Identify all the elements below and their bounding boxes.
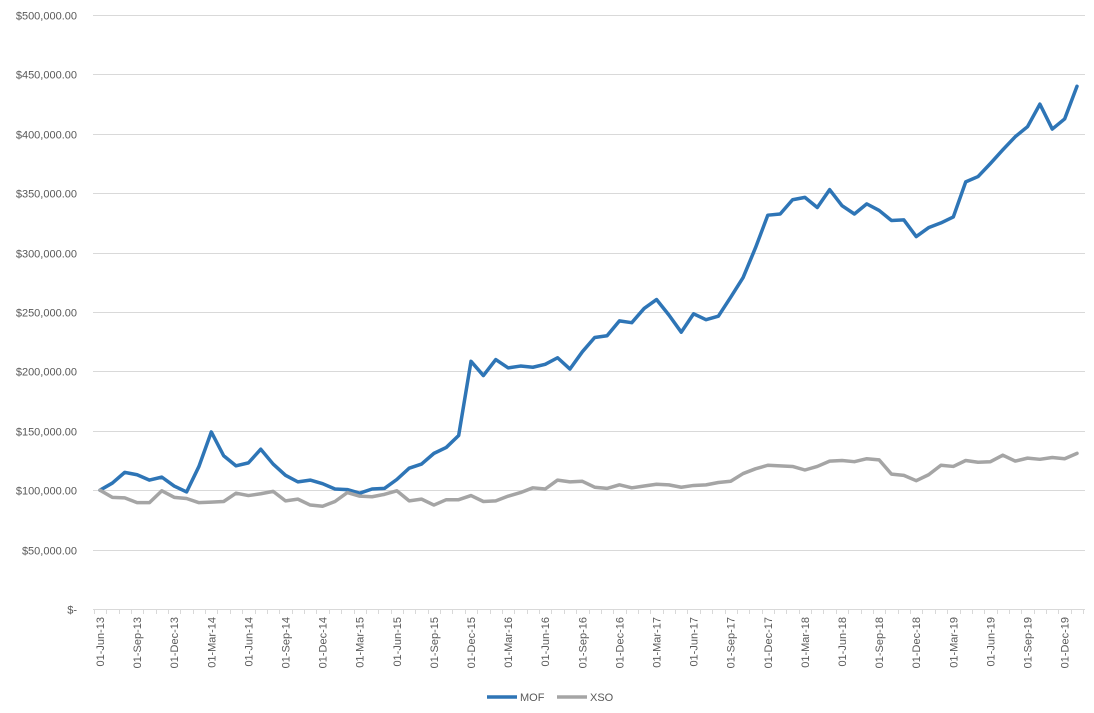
y-tick-label: $50,000.00 — [22, 546, 77, 558]
x-tick-label: 01-Jun-14 — [243, 617, 255, 667]
x-tick-label: 01-Dec-15 — [466, 617, 478, 668]
legend: MOF XSO — [487, 692, 614, 704]
series-lines — [98, 84, 1079, 508]
x-tick-label: 01-Mar-19 — [948, 617, 960, 668]
x-tick-label: 01-Dec-19 — [1060, 617, 1072, 668]
legend-item-mof: MOF — [487, 692, 545, 704]
legend-label: MOF — [520, 692, 545, 704]
series-line-mof — [98, 84, 1079, 495]
x-tick-label: 01-Mar-16 — [503, 617, 515, 668]
x-tick-label: 01-Sep-15 — [429, 617, 441, 668]
y-tick-label: $200,000.00 — [16, 367, 77, 379]
x-tick-label: 01-Mar-15 — [355, 617, 367, 668]
y-tick-label: $400,000.00 — [16, 130, 77, 142]
y-tick-label: $100,000.00 — [16, 486, 77, 498]
x-tick-label: 01-Dec-13 — [169, 617, 181, 668]
series-line-xso — [98, 451, 1079, 508]
gridlines — [93, 15, 1085, 551]
x-tick-label: 01-Jun-17 — [689, 617, 701, 667]
y-tick-label: $450,000.00 — [16, 70, 77, 82]
x-tick-label: 01-Sep-16 — [577, 617, 589, 668]
y-tick-label: $- — [67, 605, 77, 617]
x-tick-label: 01-Jun-13 — [95, 617, 107, 667]
y-tick-label: $250,000.00 — [16, 308, 77, 320]
series-xso — [98, 451, 1079, 508]
y-axis: $- $50,000.00 $100,000.00 $150,000.00 $200,0… — [16, 11, 78, 617]
x-tick-label: 01-Dec-17 — [763, 617, 775, 668]
x-tick-label: 01-Dec-14 — [318, 617, 330, 668]
x-tick-label: 01-Jun-19 — [985, 617, 997, 667]
series-mof — [98, 84, 1079, 495]
x-tick-label: 01-Sep-14 — [281, 617, 293, 668]
x-axis: 01-Jun-13 01-Sep-13 01-Dec-13 01-Mar-14 01-J… — [93, 609, 1085, 668]
x-tick-label: 01-Dec-16 — [614, 617, 626, 668]
y-tick-label: $150,000.00 — [16, 427, 77, 439]
y-tick-label: $300,000.00 — [16, 249, 77, 261]
x-tick-label: 01-Mar-18 — [800, 617, 812, 668]
y-tick-label: $500,000.00 — [16, 11, 77, 23]
x-tick-label: 01-Sep-18 — [874, 617, 886, 668]
x-tick-label: 01-Sep-13 — [132, 617, 144, 668]
x-tick-label: 01-Dec-18 — [911, 617, 923, 668]
x-tick-label: 01-Sep-19 — [1023, 617, 1035, 668]
legend-label: XSO — [590, 692, 614, 704]
y-tick-label: $350,000.00 — [16, 189, 77, 201]
x-tick-label: 01-Jun-15 — [392, 617, 404, 667]
x-tick-label: 01-Mar-17 — [652, 617, 664, 668]
x-tick-label: 01-Jun-18 — [837, 617, 849, 667]
x-tick-label: 01-Jun-16 — [540, 617, 552, 667]
x-tick-label: 01-Mar-14 — [206, 617, 218, 668]
x-tick-label: 01-Sep-17 — [726, 617, 738, 668]
legend-item-xso: XSO — [557, 692, 614, 704]
